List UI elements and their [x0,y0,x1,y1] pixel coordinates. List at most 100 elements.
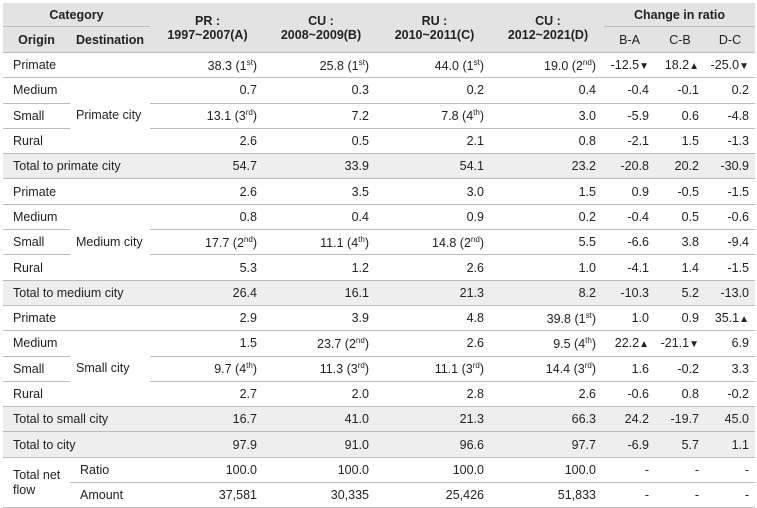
value-cell: 3.9 [265,305,377,332]
table-row: Primate 38.3 (1st) 25.8 (1st) 44.0 (1st) 19.… [3,52,755,79]
value-cell: - [705,482,755,508]
value-cell: 11.3 (3rd) [265,356,377,382]
table-row: Rural 2.6 0.5 2.1 0.8 -2.1 1.5 -1.3 [3,128,755,155]
table-row: Small 9.7 (4th) 11.3 (3rd) 11.1 (3rd) 14.4 (… [3,356,755,382]
change-cb-header: C-B [655,26,705,53]
table-row: Primate 2.6 3.5 3.0 1.5 0.9 -0.5 -1.5 [3,178,755,205]
value-cell: 3.5 [265,178,377,205]
value-cell: 41.0 [265,406,377,433]
value-cell: 0.3 [265,77,377,104]
value-cell: 33.9 [265,153,377,180]
value-cell: 1.0 [604,305,655,332]
value-cell: 1.5 [655,128,705,155]
total-row: Total to medium city 26.4 16.1 21.3 8.2 -10.3… [3,280,755,306]
value-cell: 17.7 (2nd) [150,229,265,256]
value-cell: 1.5 [150,330,265,357]
value-cell: 13.1 (3rd) [150,103,265,129]
value-cell: -0.6 [604,381,655,408]
total-row: Total to primate city 54.7 33.9 54.1 23.2 -20… [3,153,755,180]
origin-label: Medium [3,330,70,357]
net-flow-label: Total net flow [3,457,70,508]
value-cell: 11.1 (4th) [265,229,377,256]
value-cell: - [655,457,705,484]
value-cell: 2.6 [150,128,265,155]
value-cell: 14.4 (3rd) [492,356,604,382]
value-cell: 97.7 [492,431,604,458]
value-cell: -1.5 [705,254,755,281]
change-arrow-icon: ▲ [639,339,649,351]
value-cell: 21.3 [377,280,492,306]
value-cell: -13.0 [705,280,755,306]
value-cell: 18.2▲ [655,52,705,79]
total-label: Total to primate city [3,153,150,180]
origin-label: Primate [3,178,70,205]
value-cell: 11.1 (3rd) [377,356,492,382]
value-cell: 100.0 [265,457,377,484]
value-cell: 97.9 [150,431,265,458]
value-cell: 3.0 [377,178,492,205]
value-cell: 9.5 (4th) [492,330,604,357]
change-arrow-icon: ▼ [689,339,699,351]
change-arrow-icon: ▼ [639,61,649,73]
table-row: Medium Medium city 0.8 0.4 0.9 0.2 -0.4 0.5 -0.6 [3,204,755,281]
net-flow-ratio-row: Total net flow Ratio 100.0 100.0 100.0 100.0-… [3,457,755,508]
value-cell: 0.2 [377,77,492,104]
value-cell: -21.1▼ [655,330,705,357]
value-cell: 44.0 (1st) [377,52,492,79]
value-cell: 25.8 (1st) [265,52,377,79]
table-body: Primate 38.3 (1st) 25.8 (1st) 44.0 (1st) 19.… [3,52,755,508]
value-cell: -0.6 [705,204,755,231]
value-cell: 37,581 [150,482,265,508]
value-cell: 2.8 [377,381,492,408]
value-cell: 0.8 [492,128,604,155]
total-row: Total to small city 16.7 41.0 21.3 66.3 24.2-… [3,406,755,433]
origin-label: Rural [3,381,70,408]
value-cell: 19.0 (2nd) [492,52,604,79]
amount-label: Amount [70,482,150,508]
value-cell: 4.8 [377,305,492,332]
change-arrow-icon: ▲ [739,314,749,326]
total-city-label: Total to city [3,431,150,458]
table-row: Rural 2.7 2.0 2.8 2.6 -0.6 0.8 -0.2 [3,381,755,408]
value-cell: 24.2 [604,406,655,433]
change-arrow-icon: ▲ [689,61,699,73]
value-cell: 0.5 [655,204,705,231]
net-flow-amount-row: Amount 37,581 30,335 25,426 51,833- - - [3,482,755,508]
value-cell: 1.6 [604,356,655,382]
value-cell: 0.9 [655,305,705,332]
value-cell: 0.6 [655,103,705,129]
value-cell: 0.2 [705,77,755,104]
value-cell: 54.1 [377,153,492,180]
origin-label: Medium [3,204,70,231]
value-cell: - [705,457,755,484]
total-label: Total to medium city [3,280,150,306]
value-cell: 2.7 [150,381,265,408]
value-cell: 0.4 [492,77,604,104]
value-cell: -0.5 [655,178,705,205]
value-cell: 38.3 (1st) [150,52,265,79]
origin-label: Primate [3,305,70,332]
destination-label: Small city [70,330,150,408]
value-cell: 30,335 [265,482,377,508]
total-label: Total to small city [3,406,150,433]
value-cell: 5.2 [655,280,705,306]
origin-label: Rural [3,254,70,281]
value-cell: 2.6 [492,381,604,408]
value-cell: -25.0▼ [705,52,755,79]
value-cell: 1.0 [492,254,604,281]
value-cell: 2.1 [377,128,492,155]
value-cell: -0.2 [655,356,705,382]
period-c-header: RU :2010~2011(C) [377,3,492,53]
value-cell: -1.3 [705,128,755,155]
change-dc-header: D-C [705,26,755,53]
value-cell: 100.0 [377,457,492,484]
value-cell: 1.4 [655,254,705,281]
value-cell: 26.4 [150,280,265,306]
value-cell: 1.2 [265,254,377,281]
origin-label: Small [3,356,70,382]
value-cell: 2.6 [377,254,492,281]
value-cell: 0.9 [604,178,655,205]
table-row: Rural 5.3 1.2 2.6 1.0 -4.1 1.4 -1.5 [3,254,755,281]
origin-label: Small [3,103,70,129]
value-cell: 0.4 [265,204,377,231]
